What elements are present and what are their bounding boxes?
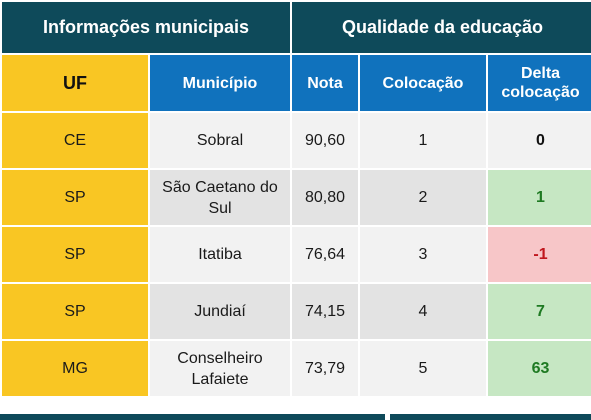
municipio-cell: Sobral [150,113,290,168]
colocacao-cell: 1 [360,113,486,168]
nota-cell: 73,79 [292,341,358,396]
uf-cell: SP [2,170,148,225]
group-header-municipal-info: Informações municipais [2,2,290,53]
column-header-colocacao: Colocação [360,55,486,111]
column-header-row: UF Município Nota Colocação Delta coloca… [2,55,591,111]
group-header-row: Informações municipais Qualidade da educ… [2,2,591,53]
colocacao-cell: 3 [360,227,486,282]
column-header-delta: Delta colocação [488,55,591,111]
delta-cell: -1 [488,227,591,282]
delta-cell: 7 [488,284,591,339]
column-header-municipio: Município [150,55,290,111]
nota-cell: 74,15 [292,284,358,339]
colocacao-cell: 5 [360,341,486,396]
column-header-nota: Nota [292,55,358,111]
table-row: SP Jundiaí 74,15 4 7 [2,284,591,339]
municipio-cell: Jundiaí [150,284,290,339]
table-row: SP São Caetano do Sul 80,80 2 1 [2,170,591,225]
uf-cell: CE [2,113,148,168]
uf-cell: SP [2,227,148,282]
nota-cell: 80,80 [292,170,358,225]
colocacao-cell: 2 [360,170,486,225]
uf-cell: SP [2,284,148,339]
delta-cell: 1 [488,170,591,225]
nota-cell: 76,64 [292,227,358,282]
nota-cell: 90,60 [292,113,358,168]
municipio-cell: Itatiba [150,227,290,282]
footer-bar-left [0,414,385,420]
colocacao-cell: 4 [360,284,486,339]
municipio-cell: Conselheiro Lafaiete [150,341,290,396]
table-row: MG Conselheiro Lafaiete 73,79 5 63 [2,341,591,396]
footer-bar-right [390,414,591,420]
education-ranking-table: Informações municipais Qualidade da educ… [2,2,591,396]
municipio-cell: São Caetano do Sul [150,170,290,225]
table-row: SP Itatiba 76,64 3 -1 [2,227,591,282]
group-header-education-quality: Qualidade da educação [292,2,591,53]
table-row: CE Sobral 90,60 1 0 [2,113,591,168]
column-header-uf: UF [2,55,148,111]
delta-cell: 0 [488,113,591,168]
delta-cell: 63 [488,341,591,396]
uf-cell: MG [2,341,148,396]
